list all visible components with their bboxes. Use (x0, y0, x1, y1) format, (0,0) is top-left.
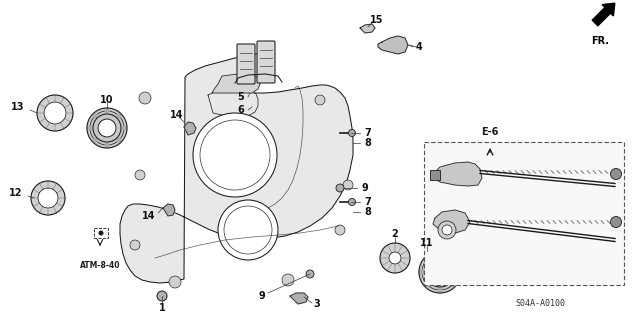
FancyBboxPatch shape (237, 44, 255, 84)
Text: 11: 11 (420, 238, 434, 248)
Circle shape (426, 257, 429, 261)
Circle shape (343, 180, 353, 190)
Circle shape (420, 270, 424, 274)
Circle shape (38, 188, 58, 208)
Polygon shape (120, 52, 353, 283)
Text: 8: 8 (364, 138, 371, 148)
Circle shape (130, 240, 140, 250)
Circle shape (426, 283, 429, 286)
Text: 10: 10 (100, 95, 114, 105)
Text: 4: 4 (415, 42, 422, 52)
Text: S04A-A0100: S04A-A0100 (515, 299, 565, 308)
Text: 1: 1 (159, 303, 165, 313)
Text: 7: 7 (364, 128, 371, 138)
Circle shape (135, 170, 145, 180)
Text: 13: 13 (10, 102, 24, 112)
Text: 14: 14 (170, 110, 184, 120)
Circle shape (438, 288, 442, 292)
Circle shape (122, 126, 126, 130)
Circle shape (611, 217, 621, 227)
Circle shape (389, 252, 401, 264)
Circle shape (37, 95, 73, 131)
Circle shape (611, 168, 621, 180)
Text: 9: 9 (361, 183, 368, 193)
Circle shape (349, 198, 355, 205)
Circle shape (438, 252, 442, 256)
Circle shape (282, 274, 294, 286)
Circle shape (99, 231, 104, 235)
Circle shape (105, 109, 109, 113)
Circle shape (44, 102, 66, 124)
Circle shape (31, 181, 65, 215)
Text: 15: 15 (371, 15, 384, 25)
Text: 9: 9 (259, 291, 265, 301)
Circle shape (315, 95, 325, 105)
Polygon shape (184, 122, 196, 135)
Polygon shape (360, 24, 375, 33)
Circle shape (336, 184, 344, 192)
Polygon shape (212, 74, 260, 93)
Circle shape (93, 138, 97, 142)
Circle shape (98, 119, 116, 137)
Circle shape (431, 263, 449, 281)
Circle shape (169, 276, 181, 288)
Circle shape (193, 113, 277, 197)
Circle shape (93, 114, 97, 118)
Circle shape (117, 114, 121, 118)
Circle shape (438, 221, 456, 239)
Circle shape (87, 108, 127, 148)
FancyBboxPatch shape (257, 41, 275, 83)
Text: 6: 6 (237, 105, 244, 115)
Bar (424, 142, 624, 285)
Text: 7: 7 (364, 197, 371, 207)
Polygon shape (163, 204, 175, 216)
Bar (94, 228, 108, 238)
Circle shape (88, 126, 92, 130)
Circle shape (380, 243, 410, 273)
Circle shape (456, 270, 460, 274)
Text: E-6: E-6 (481, 127, 499, 137)
Polygon shape (290, 293, 308, 304)
Circle shape (442, 225, 452, 235)
Circle shape (349, 130, 355, 137)
Text: FR.: FR. (591, 36, 609, 46)
Circle shape (139, 92, 151, 104)
Bar (430, 170, 440, 180)
Polygon shape (433, 210, 470, 234)
Circle shape (306, 270, 314, 278)
Polygon shape (592, 3, 615, 26)
Text: 8: 8 (364, 207, 371, 217)
Circle shape (218, 200, 278, 260)
Text: 2: 2 (392, 229, 398, 239)
Circle shape (451, 257, 454, 261)
Circle shape (117, 138, 121, 142)
Text: ATM-8-40: ATM-8-40 (80, 261, 120, 270)
Text: 12: 12 (8, 188, 22, 198)
Text: 14: 14 (141, 211, 155, 221)
Circle shape (451, 283, 454, 286)
Circle shape (105, 143, 109, 147)
Text: 3: 3 (314, 299, 321, 309)
Circle shape (419, 251, 461, 293)
Circle shape (157, 291, 167, 301)
Polygon shape (378, 36, 408, 54)
Text: 5: 5 (237, 92, 244, 102)
Circle shape (335, 225, 345, 235)
Polygon shape (433, 162, 482, 186)
